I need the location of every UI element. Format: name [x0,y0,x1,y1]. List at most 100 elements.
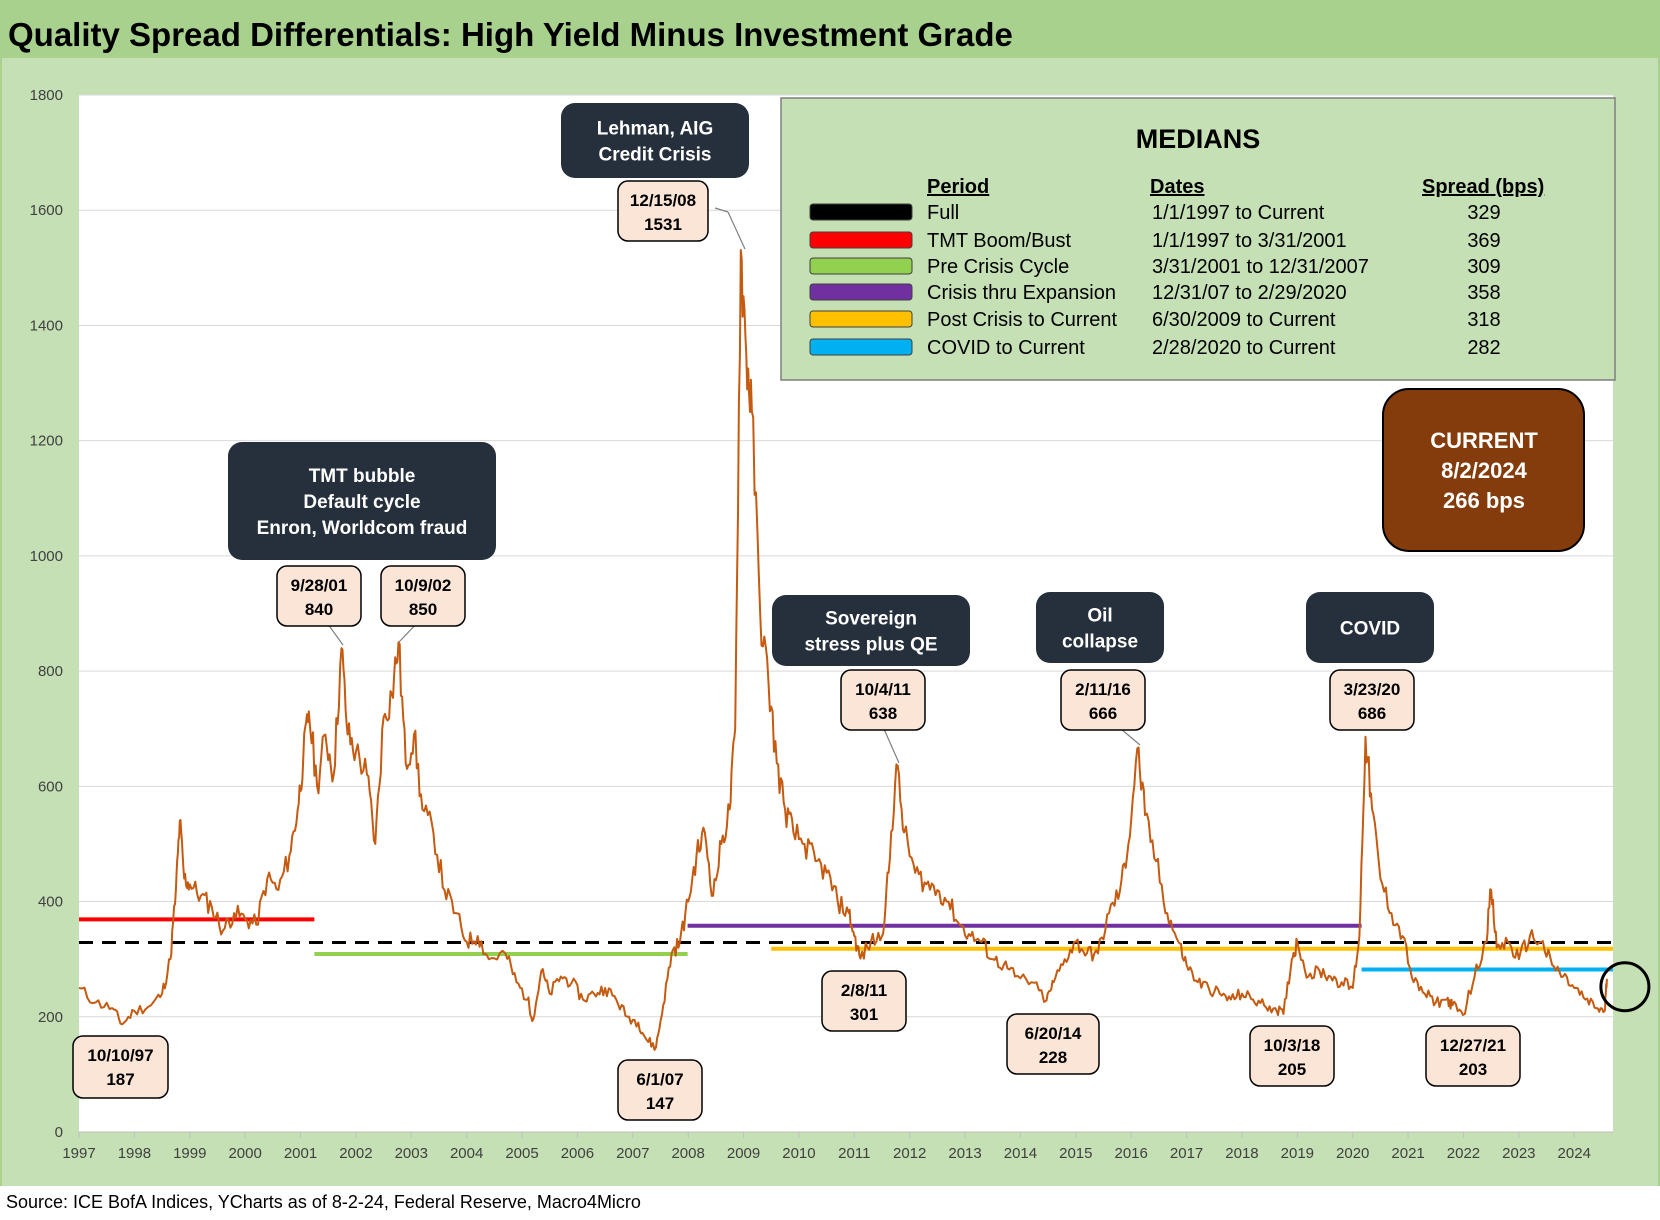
x-tick-label: 2024 [1558,1145,1591,1162]
x-tick-label: 2002 [339,1145,372,1162]
x-tick-label: 2021 [1391,1145,1424,1162]
x-tick-label: 2006 [561,1145,594,1162]
x-tick-label: 2009 [727,1145,760,1162]
callout-text: COVID [1340,619,1400,640]
x-tick-label: 2022 [1447,1145,1480,1162]
callout-text: Lehman, AIG [597,119,713,140]
medians-period: COVID to Current [927,337,1085,359]
medians-swatch [809,310,913,328]
leader-line [714,207,729,213]
medians-title: MEDIANS [1136,124,1261,154]
point-label-value: 638 [869,704,897,723]
callout-text: Enron, Worldcom fraud [257,518,468,539]
point-label-date: 2/8/11 [841,981,887,1000]
leader-line [727,211,746,250]
point-label-value: 205 [1278,1060,1306,1079]
current-text: CURRENT [1430,428,1538,453]
point-label-value: 666 [1089,704,1117,723]
callout-box [561,103,749,178]
x-tick-label: 2011 [838,1145,870,1162]
x-tick-label: 2001 [284,1145,317,1162]
medians-dates: 6/30/2009 to Current [1152,309,1336,331]
callout-text: TMT bubble [309,466,416,487]
callout-box [228,442,496,560]
point-label-date: 9/28/01 [291,576,348,595]
point-label-value: 187 [106,1070,134,1089]
point-label-box [1425,1025,1521,1087]
x-tick-label: 2007 [616,1145,649,1162]
point-label-date: 2/11/16 [1075,680,1131,699]
point-label-box [72,1035,169,1099]
medians-spread: 318 [1467,309,1500,331]
callout-text: Oil [1087,606,1112,627]
source-note: Source: ICE BofA Indices, YCharts as of … [6,1192,641,1212]
point-label-date: 10/10/97 [87,1046,153,1065]
point-label-value: 850 [409,600,437,619]
y-tick-label: 800 [38,663,63,680]
medians-swatch [809,203,913,221]
x-tick-label: 2016 [1115,1145,1148,1162]
medians-table-box [780,97,1616,381]
y-tick-label: 600 [38,778,63,795]
x-tick-label: 1997 [62,1145,95,1162]
medians-swatch [809,283,913,301]
medians-dates: 1/1/1997 to Current [1152,202,1325,224]
x-tick-label: 2019 [1281,1145,1314,1162]
point-label-value: 840 [305,600,333,619]
point-label-value: 228 [1039,1048,1067,1067]
callout-text: Credit Crisis [599,145,712,166]
point-label-box [1249,1025,1335,1087]
y-tick-label: 1600 [30,202,63,219]
callout-text: collapse [1062,632,1138,653]
y-tick-label: 1000 [30,548,63,565]
current-text: 266 bps [1443,488,1525,513]
point-label-box [1006,1013,1100,1075]
point-label-date: 6/20/14 [1025,1024,1082,1043]
point-label-date: 3/23/20 [1344,680,1401,699]
point-label-value: 203 [1459,1060,1487,1079]
y-tick-label: 1400 [30,317,63,334]
point-label-box [380,565,466,627]
callout-box [1036,592,1164,663]
chart-svg: 0 200 400 600 800 1000 1200 1400 1600 1800 1997 199… [30,87,1651,1162]
point-label-box [276,565,362,627]
y-tick-label: 1800 [30,87,63,104]
callout-text: Default cycle [303,492,420,513]
medians-period: Crisis thru Expansion [927,282,1116,304]
x-tick-label: 2014 [1004,1145,1037,1162]
x-tick-label: 1999 [173,1145,206,1162]
point-label-date: 6/1/07 [636,1070,683,1089]
medians-header: Dates [1150,176,1204,198]
y-tick-label: 200 [38,1009,63,1026]
x-tick-label: 2020 [1336,1145,1369,1162]
title-bar: Quality Spread Differentials: High Yield… [0,0,1660,58]
medians-spread: 369 [1467,230,1500,252]
x-tick-label: 2013 [948,1145,981,1162]
medians-dates: 2/28/2020 to Current [1152,337,1336,359]
callout-box [1306,592,1434,663]
point-label-box [1060,669,1146,731]
medians-swatch [809,338,913,356]
x-tick-label: 2008 [671,1145,704,1162]
spread-series-line [78,249,1608,1051]
current-box [1382,388,1585,552]
medians-period: TMT Boom/Bust [927,230,1072,252]
callout-text: stress plus QE [804,635,937,656]
x-tick-label: 2018 [1225,1145,1258,1162]
point-label-value: 147 [646,1094,674,1113]
medians-dates: 1/1/1997 to 3/31/2001 [1152,230,1347,252]
point-label-box [617,1059,703,1121]
medians-dates: 3/31/2001 to 12/31/2007 [1152,256,1369,278]
point-label-value: 1531 [644,215,682,234]
y-tick-label: 0 [55,1124,63,1141]
y-tick-label: 400 [38,894,63,911]
source-bar: Source: ICE BofA Indices, YCharts as of … [0,1186,1660,1220]
point-label-box [821,970,907,1032]
medians-swatch [809,231,913,249]
point-label-date: 12/15/08 [630,191,696,210]
medians-dates: 12/31/07 to 2/29/2020 [1152,282,1347,304]
medians-header: Spread (bps) [1422,176,1544,198]
callout-box [772,595,970,666]
x-tick-label: 2005 [505,1145,538,1162]
medians-spread: 282 [1467,337,1500,359]
